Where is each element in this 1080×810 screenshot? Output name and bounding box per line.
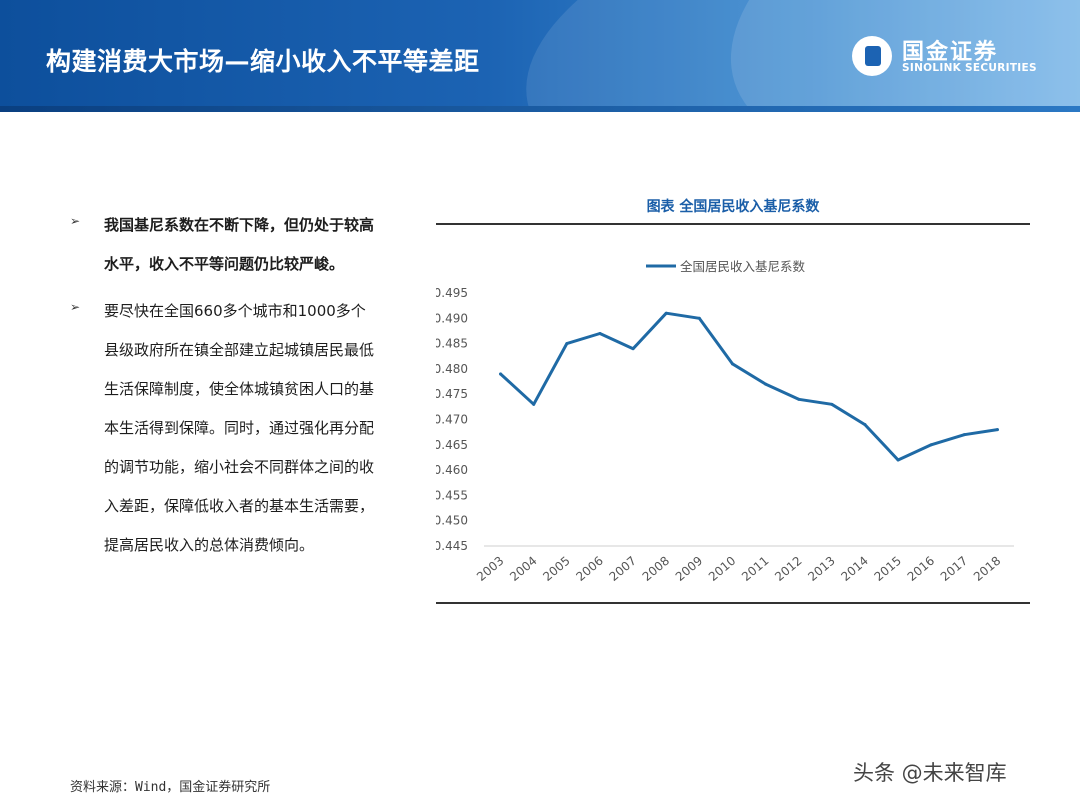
x-tick-label: 2015 <box>872 554 904 584</box>
x-tick-label: 2011 <box>739 554 771 584</box>
data-point <box>532 402 536 406</box>
data-point <box>664 311 668 315</box>
data-point <box>830 402 834 406</box>
y-tick-label: 0.460 <box>436 463 468 477</box>
y-tick-label: 0.465 <box>436 438 468 452</box>
data-point <box>598 331 602 335</box>
bullet-text: 要尽快在全国660多个城市和1000多个县级政府所在镇全部建立起城镇居民最低生活… <box>104 302 375 554</box>
x-tick-label: 2016 <box>905 554 937 584</box>
series-line <box>499 311 999 462</box>
y-tick-label: 0.495 <box>436 286 468 300</box>
data-point <box>896 458 900 462</box>
bullet-arrow-icon: ➢ <box>70 300 81 314</box>
y-tick-label: 0.445 <box>436 539 468 553</box>
x-tick-label: 2010 <box>706 554 738 584</box>
brand-name-cn: 国金证券 <box>902 40 999 65</box>
y-tick-label: 0.490 <box>436 311 468 325</box>
data-point <box>962 433 966 437</box>
x-tick-label: 2005 <box>540 554 572 584</box>
data-point <box>697 316 701 320</box>
bullet-list: ➢ 我国基尼系数在不断下降，但仍处于较高水平，收入不平等问题仍比较严峻。 ➢ 要… <box>70 206 380 573</box>
header-banner: 构建消费大市场—缩小收入不平等差距 国金证券 SINOLINK SECURITI… <box>0 0 1080 112</box>
header-bottom-band <box>0 106 1080 112</box>
gini-line-chart: 全国居民收入基尼系数 0.495 0.490 0.485 0.480 0.475 0.470… <box>436 259 1014 584</box>
y-tick-label: 0.475 <box>436 387 468 401</box>
x-tick-label: 2013 <box>805 554 837 584</box>
data-point <box>631 347 635 351</box>
chart-bottom-rule <box>436 602 1030 604</box>
brand-name-en: SINOLINK SECURITIES <box>902 62 1037 74</box>
x-tick-label: 2007 <box>607 554 639 584</box>
x-tick-label: 2003 <box>474 554 506 584</box>
chart-top-rule <box>436 223 1030 225</box>
y-tick-label: 0.480 <box>436 362 468 376</box>
bullet-item-gini: ➢ 我国基尼系数在不断下降，但仍处于较高水平，收入不平等问题仍比较严峻。 <box>70 206 380 284</box>
x-tick-label: 2006 <box>573 554 605 584</box>
data-point <box>929 443 933 447</box>
watermark: 头条 @未来智库 <box>853 761 1007 785</box>
page-title: 构建消费大市场—缩小收入不平等差距 <box>46 47 480 76</box>
data-point <box>730 362 734 366</box>
data-point <box>565 342 569 346</box>
x-tick-label: 2014 <box>838 554 870 584</box>
y-tick-label: 0.485 <box>436 337 468 351</box>
x-tick-label: 2004 <box>507 554 539 584</box>
y-tick-label: 0.450 <box>436 514 468 528</box>
x-tick-label: 2018 <box>971 554 1003 584</box>
x-tick-label: 2009 <box>673 554 705 584</box>
chart-title: 图表 全国居民收入基尼系数 <box>646 199 820 215</box>
x-tick-label: 2012 <box>772 554 804 584</box>
x-tick-label: 2017 <box>938 554 970 584</box>
source-note: 资料来源：Wind，国金证券研究所 <box>70 780 271 795</box>
data-point <box>863 423 867 427</box>
data-point <box>764 382 768 386</box>
data-point <box>797 397 801 401</box>
data-point <box>995 428 999 432</box>
x-tick-label: 2008 <box>640 554 672 584</box>
y-tick-label: 0.455 <box>436 488 468 502</box>
bullet-item-policy: ➢ 要尽快在全国660多个城市和1000多个县级政府所在镇全部建立起城镇居民最低… <box>70 292 380 565</box>
bullet-text: 我国基尼系数在不断下降，但仍处于较高水平，收入不平等问题仍比较严峻。 <box>104 216 375 273</box>
brand-logo-icon <box>852 36 892 76</box>
bullet-arrow-icon: ➢ <box>70 214 81 228</box>
y-tick-label: 0.470 <box>436 413 468 427</box>
legend-label: 全国居民收入基尼系数 <box>680 259 806 274</box>
data-point <box>499 372 503 376</box>
